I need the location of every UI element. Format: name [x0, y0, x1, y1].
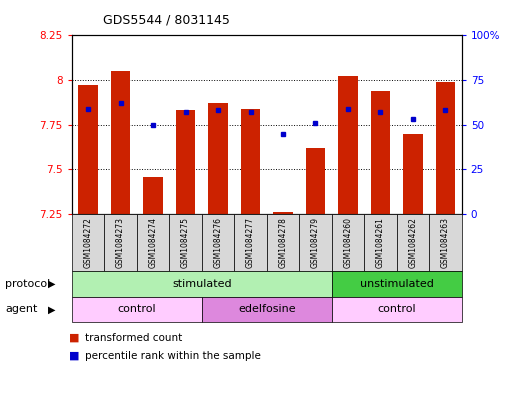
Text: GSM1084263: GSM1084263: [441, 217, 450, 268]
Bar: [111, 71, 130, 214]
Text: GDS5544 / 8031145: GDS5544 / 8031145: [103, 14, 229, 27]
Text: GSM1084277: GSM1084277: [246, 217, 255, 268]
Text: GSM1084262: GSM1084262: [408, 217, 418, 268]
Text: control: control: [378, 305, 416, 314]
Bar: [176, 110, 195, 214]
Text: edelfosine: edelfosine: [238, 305, 295, 314]
Bar: [78, 85, 98, 214]
Bar: [273, 212, 293, 214]
Text: ▶: ▶: [48, 279, 55, 289]
Bar: [241, 109, 260, 214]
Text: GSM1084273: GSM1084273: [116, 217, 125, 268]
Text: agent: agent: [5, 305, 37, 314]
Bar: [436, 82, 455, 214]
Bar: [143, 176, 163, 214]
Text: transformed count: transformed count: [85, 333, 182, 343]
Text: GSM1084276: GSM1084276: [213, 217, 223, 268]
Bar: [403, 134, 423, 214]
Text: unstimulated: unstimulated: [360, 279, 433, 289]
Text: stimulated: stimulated: [172, 279, 231, 289]
Text: GSM1084272: GSM1084272: [84, 217, 92, 268]
Text: ▶: ▶: [48, 305, 55, 314]
Text: ■: ■: [69, 351, 80, 361]
Text: GSM1084274: GSM1084274: [149, 217, 157, 268]
Text: GSM1084260: GSM1084260: [344, 217, 352, 268]
Bar: [208, 103, 228, 214]
Text: control: control: [117, 305, 156, 314]
Text: percentile rank within the sample: percentile rank within the sample: [85, 351, 261, 361]
Bar: [338, 77, 358, 214]
Text: GSM1084261: GSM1084261: [376, 217, 385, 268]
Text: protocol: protocol: [5, 279, 50, 289]
Text: ■: ■: [69, 333, 80, 343]
Bar: [371, 91, 390, 214]
Bar: [306, 148, 325, 214]
Text: GSM1084278: GSM1084278: [279, 217, 287, 268]
Text: GSM1084275: GSM1084275: [181, 217, 190, 268]
Text: GSM1084279: GSM1084279: [311, 217, 320, 268]
